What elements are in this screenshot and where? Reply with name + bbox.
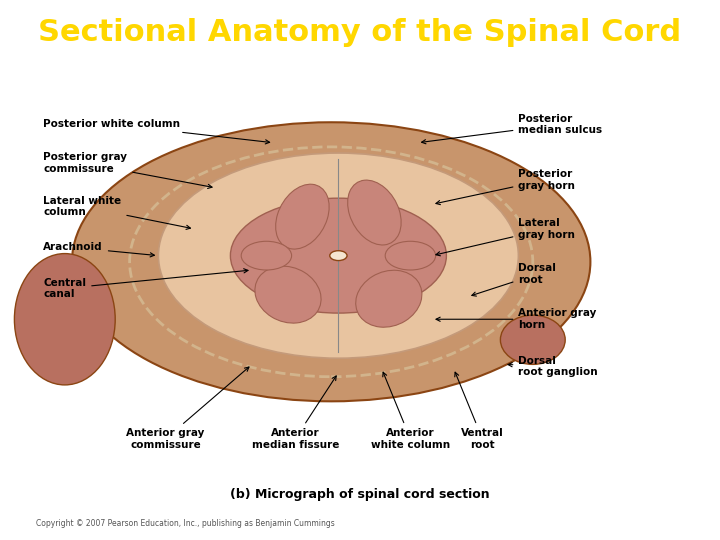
Ellipse shape bbox=[500, 315, 565, 364]
Text: Copyright © 2007 Pearson Education, Inc., publishing as Benjamin Cummings: Copyright © 2007 Pearson Education, Inc.… bbox=[36, 519, 335, 528]
Text: Lateral
gray horn: Lateral gray horn bbox=[436, 218, 575, 256]
Ellipse shape bbox=[385, 241, 436, 270]
Ellipse shape bbox=[276, 184, 329, 249]
Text: Dorsal
root: Dorsal root bbox=[472, 264, 557, 296]
Text: Anterior
median fissure: Anterior median fissure bbox=[251, 376, 339, 450]
Text: Lateral white
column: Lateral white column bbox=[43, 195, 191, 230]
Text: (b) Micrograph of spinal cord section: (b) Micrograph of spinal cord section bbox=[230, 488, 490, 501]
Ellipse shape bbox=[158, 153, 518, 358]
Ellipse shape bbox=[348, 180, 401, 245]
Text: Posterior
gray horn: Posterior gray horn bbox=[436, 169, 575, 205]
Ellipse shape bbox=[255, 266, 321, 323]
Circle shape bbox=[330, 251, 347, 261]
Text: Anterior
white column: Anterior white column bbox=[371, 372, 450, 450]
Text: Anterior gray
horn: Anterior gray horn bbox=[436, 308, 597, 330]
Text: Anterior gray
commissure: Anterior gray commissure bbox=[127, 367, 249, 450]
Ellipse shape bbox=[241, 241, 292, 270]
Text: Posterior white column: Posterior white column bbox=[43, 119, 269, 144]
Ellipse shape bbox=[356, 270, 422, 327]
Ellipse shape bbox=[72, 122, 590, 401]
Ellipse shape bbox=[230, 198, 446, 313]
Text: Ventral
root: Ventral root bbox=[455, 372, 504, 450]
Text: Posterior gray
commissure: Posterior gray commissure bbox=[43, 152, 212, 188]
Text: Sectional Anatomy of the Spinal Cord: Sectional Anatomy of the Spinal Cord bbox=[38, 18, 682, 47]
Text: Central
canal: Central canal bbox=[43, 269, 248, 299]
Text: Dorsal
root ganglion: Dorsal root ganglion bbox=[508, 356, 598, 377]
Text: Posterior
median sulcus: Posterior median sulcus bbox=[422, 113, 603, 144]
Ellipse shape bbox=[14, 254, 115, 385]
Text: Arachnoid: Arachnoid bbox=[43, 242, 154, 257]
